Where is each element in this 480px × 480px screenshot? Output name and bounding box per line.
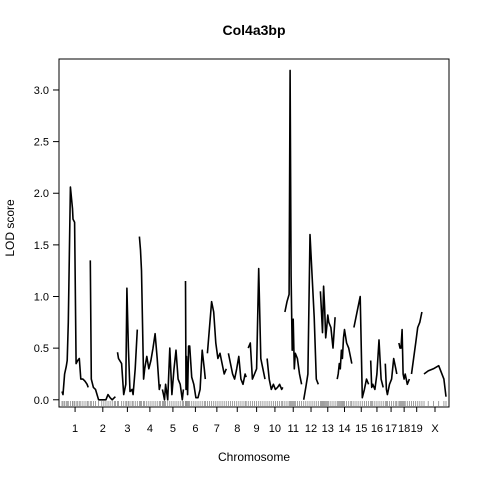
lod-curve bbox=[354, 297, 369, 398]
chromosome-label: 4 bbox=[147, 423, 153, 435]
y-axis-label: LOD score bbox=[3, 199, 17, 257]
lod-curve bbox=[267, 359, 283, 390]
lod-curve bbox=[248, 269, 265, 380]
lod-curve bbox=[162, 348, 183, 400]
x-axis-label: Chromosome bbox=[218, 450, 290, 464]
chromosome-label: 7 bbox=[214, 423, 220, 435]
lod-curve bbox=[186, 281, 206, 398]
chromosome-label: 17 bbox=[385, 423, 397, 435]
lod-curve bbox=[371, 340, 384, 390]
lod-curve-series bbox=[62, 70, 446, 399]
lod-curve bbox=[320, 286, 335, 348]
chromosome-label: X bbox=[431, 423, 439, 435]
lod-curve bbox=[118, 288, 138, 394]
chromosome-label: 18 bbox=[398, 423, 410, 435]
chart-title: Col4a3bp bbox=[222, 22, 285, 38]
x-axis: 1 2 3 4 5 6 7 8 9 10 11 12 13 14 15 16 17 18 19 X bbox=[72, 407, 439, 435]
chromosome-label: 9 bbox=[254, 423, 260, 435]
y-tick-label: 1.5 bbox=[34, 240, 49, 252]
y-tick-label: 2.5 bbox=[34, 137, 49, 149]
lod-curve bbox=[304, 235, 319, 400]
lod-curve bbox=[399, 330, 410, 385]
y-tick-label: 0.0 bbox=[34, 395, 49, 407]
chromosome-label: 5 bbox=[170, 423, 176, 435]
chromosome-label: 11 bbox=[288, 423, 299, 435]
chromosome-label: 16 bbox=[371, 423, 383, 435]
lod-curve bbox=[90, 260, 115, 399]
chromosome-label: 2 bbox=[100, 423, 106, 435]
chromosome-label: 19 bbox=[411, 423, 423, 435]
chromosome-label: 14 bbox=[338, 423, 350, 435]
chromosome-label: 8 bbox=[234, 423, 240, 435]
y-axis: 0.0 0.5 1.0 1.5 2.0 2.5 3.0 bbox=[34, 85, 59, 407]
chromosome-label: 1 bbox=[72, 423, 78, 435]
lod-curve bbox=[285, 70, 302, 384]
chromosome-label: 6 bbox=[192, 423, 198, 435]
lod-curve bbox=[207, 302, 226, 374]
lod-curve bbox=[424, 366, 446, 397]
lod-curve bbox=[228, 353, 246, 384]
y-tick-label: 2.0 bbox=[34, 188, 49, 200]
lod-curve bbox=[62, 187, 88, 395]
y-tick-label: 3.0 bbox=[34, 85, 49, 97]
lod-curve bbox=[139, 237, 160, 390]
chromosome-label: 13 bbox=[322, 423, 334, 435]
lod-curve bbox=[385, 359, 397, 395]
chromosome-label: 3 bbox=[124, 423, 130, 435]
y-tick-label: 0.5 bbox=[34, 343, 49, 355]
y-tick-label: 1.0 bbox=[34, 292, 49, 304]
lod-curve bbox=[337, 330, 352, 380]
marker-rug bbox=[62, 401, 446, 406]
chromosome-label: 12 bbox=[305, 423, 317, 435]
lod-curve bbox=[412, 312, 422, 374]
chromosome-label: 15 bbox=[355, 423, 367, 435]
chromosome-label: 10 bbox=[269, 423, 281, 435]
